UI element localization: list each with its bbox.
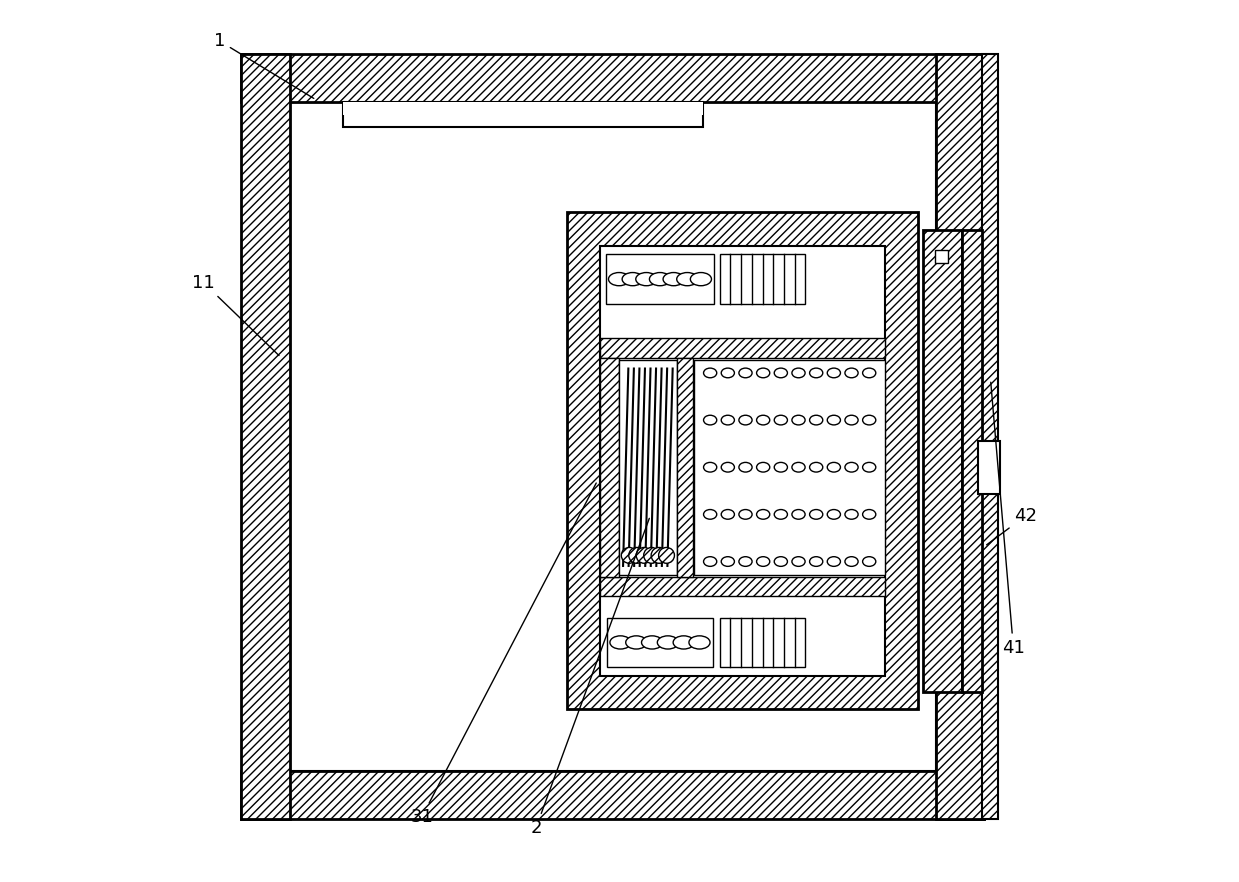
Ellipse shape — [757, 510, 769, 519]
Ellipse shape — [862, 415, 876, 425]
Ellipse shape — [828, 415, 840, 425]
Ellipse shape — [757, 415, 769, 425]
Ellipse shape — [622, 273, 643, 286]
Ellipse shape — [628, 548, 644, 564]
Bar — [600, 339, 885, 357]
Ellipse shape — [637, 548, 652, 564]
Ellipse shape — [659, 548, 674, 564]
Ellipse shape — [809, 510, 823, 519]
Ellipse shape — [828, 462, 840, 472]
Ellipse shape — [828, 368, 840, 377]
Ellipse shape — [721, 557, 735, 566]
Ellipse shape — [658, 636, 679, 649]
Ellipse shape — [792, 557, 805, 566]
Ellipse shape — [721, 510, 735, 519]
Ellipse shape — [663, 273, 684, 286]
Ellipse shape — [757, 462, 769, 472]
Bar — [342, 102, 703, 115]
Ellipse shape — [649, 273, 670, 286]
Ellipse shape — [862, 510, 876, 519]
Ellipse shape — [774, 415, 788, 425]
Bar — [676, 357, 693, 577]
Bar — [607, 617, 712, 667]
Ellipse shape — [738, 415, 752, 425]
Ellipse shape — [636, 273, 657, 286]
Ellipse shape — [721, 368, 735, 377]
Ellipse shape — [721, 415, 735, 425]
Ellipse shape — [809, 415, 823, 425]
Bar — [242, 771, 984, 819]
Bar — [606, 254, 714, 304]
Ellipse shape — [738, 462, 752, 472]
Ellipse shape — [676, 273, 698, 286]
Ellipse shape — [626, 636, 647, 649]
Ellipse shape — [828, 510, 840, 519]
Bar — [720, 254, 805, 304]
Bar — [290, 102, 935, 771]
Ellipse shape — [704, 368, 716, 377]
Ellipse shape — [862, 462, 876, 472]
Ellipse shape — [704, 462, 716, 472]
Ellipse shape — [774, 368, 788, 377]
Ellipse shape — [792, 415, 805, 425]
Ellipse shape — [845, 368, 859, 377]
Bar — [934, 250, 948, 264]
Bar — [923, 230, 963, 691]
Ellipse shape — [610, 636, 631, 649]
Ellipse shape — [738, 368, 752, 377]
Ellipse shape — [738, 557, 752, 566]
Text: 2: 2 — [530, 519, 649, 837]
Bar — [981, 54, 997, 819]
Ellipse shape — [828, 557, 840, 566]
Bar — [963, 230, 981, 691]
Bar — [694, 360, 885, 575]
Ellipse shape — [792, 462, 805, 472]
Text: 1: 1 — [214, 32, 313, 99]
Ellipse shape — [809, 557, 823, 566]
Bar — [600, 577, 885, 596]
Ellipse shape — [642, 636, 663, 649]
Bar — [242, 54, 984, 102]
Ellipse shape — [652, 548, 667, 564]
Ellipse shape — [792, 510, 805, 519]
Ellipse shape — [673, 636, 694, 649]
Ellipse shape — [845, 510, 859, 519]
Ellipse shape — [608, 273, 629, 286]
Ellipse shape — [738, 510, 752, 519]
Ellipse shape — [690, 273, 711, 286]
Ellipse shape — [757, 368, 769, 377]
Ellipse shape — [621, 548, 637, 564]
Ellipse shape — [774, 462, 788, 472]
Text: 41: 41 — [991, 382, 1025, 656]
Ellipse shape — [757, 557, 769, 566]
Text: 31: 31 — [410, 483, 596, 826]
Ellipse shape — [862, 368, 876, 377]
Bar — [618, 360, 676, 575]
Ellipse shape — [774, 557, 788, 566]
Bar — [935, 54, 984, 819]
Bar — [979, 441, 1000, 494]
Ellipse shape — [862, 557, 876, 566]
Ellipse shape — [704, 415, 716, 425]
Ellipse shape — [845, 557, 859, 566]
Text: 11: 11 — [192, 273, 279, 355]
Bar — [242, 54, 290, 819]
Ellipse shape — [809, 462, 823, 472]
Bar — [600, 357, 618, 577]
Ellipse shape — [792, 368, 805, 377]
Ellipse shape — [809, 368, 823, 377]
Ellipse shape — [704, 510, 716, 519]
Ellipse shape — [845, 462, 859, 472]
Bar — [342, 102, 703, 127]
Ellipse shape — [721, 462, 735, 472]
Ellipse shape — [644, 548, 659, 564]
Text: 42: 42 — [986, 507, 1037, 545]
Ellipse shape — [704, 557, 716, 566]
Bar — [600, 246, 885, 676]
Bar — [566, 213, 918, 709]
Ellipse shape — [774, 510, 788, 519]
Ellipse shape — [845, 415, 859, 425]
Bar — [720, 617, 805, 667]
Ellipse shape — [689, 636, 710, 649]
